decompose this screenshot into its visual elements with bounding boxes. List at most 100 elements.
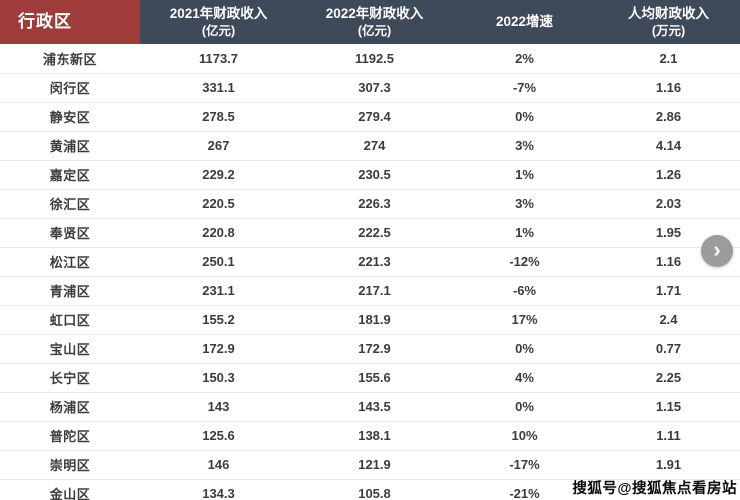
table-row: 嘉定区 229.2 230.5 1% 1.26 (0, 160, 740, 190)
value-cell: 226.3 (297, 189, 452, 219)
table-row: 长宁区 150.3 155.6 4% 2.25 (0, 363, 740, 393)
value-cell: 1192.5 (297, 44, 452, 74)
value-cell: 2.4 (597, 305, 740, 335)
header-cell: 2022增速 (452, 0, 597, 44)
value-cell: 17% (452, 305, 597, 335)
value-cell: 3% (452, 189, 597, 219)
value-cell: 279.4 (297, 102, 452, 132)
value-cell: 3% (452, 131, 597, 161)
value-cell: 1173.7 (140, 44, 297, 74)
value-cell: 1% (452, 218, 597, 248)
value-cell: 10% (452, 421, 597, 451)
district-cell: 静安区 (0, 102, 140, 132)
value-cell: 134.3 (140, 479, 297, 500)
header-cell: 2022年财政收入 (亿元) (297, 0, 452, 44)
district-cell: 松江区 (0, 247, 140, 277)
value-cell: 0% (452, 334, 597, 364)
table-row: 黄浦区 267 274 3% 4.14 (0, 131, 740, 161)
value-cell: 143.5 (297, 392, 452, 422)
value-cell: 230.5 (297, 160, 452, 190)
value-cell: 1% (452, 160, 597, 190)
value-cell: 121.9 (297, 450, 452, 480)
table-row: 静安区 278.5 279.4 0% 2.86 (0, 102, 740, 132)
table-row: 浦东新区 1173.7 1192.5 2% 2.1 (0, 44, 740, 74)
district-cell: 虹口区 (0, 305, 140, 335)
value-cell: 4.14 (597, 131, 740, 161)
value-cell: 155.2 (140, 305, 297, 335)
table-body: 浦东新区 1173.7 1192.5 2% 2.1 闵行区 331.1 307.3 -7% 1.1… (0, 44, 740, 500)
header-cell: 人均财政收入 (万元) (597, 0, 740, 44)
value-cell: 4% (452, 363, 597, 393)
table-row: 虹口区 155.2 181.9 17% 2.4 (0, 305, 740, 335)
value-cell: 0% (452, 392, 597, 422)
value-cell: -21% (452, 479, 597, 500)
value-cell: 278.5 (140, 102, 297, 132)
value-cell: 143 (140, 392, 297, 422)
value-cell (597, 479, 740, 500)
table-row: 宝山区 172.9 172.9 0% 0.77 (0, 334, 740, 364)
table-row: 普陀区 125.6 138.1 10% 1.11 (0, 421, 740, 451)
value-cell: -6% (452, 276, 597, 306)
district-cell: 嘉定区 (0, 160, 140, 190)
district-cell: 黄浦区 (0, 131, 140, 161)
value-cell: 231.1 (140, 276, 297, 306)
table-row: 闵行区 331.1 307.3 -7% 1.16 (0, 73, 740, 103)
value-cell: 172.9 (140, 334, 297, 364)
chevron-right-icon: › (713, 236, 721, 262)
value-cell: 307.3 (297, 73, 452, 103)
value-cell: 221.3 (297, 247, 452, 277)
table-row: 青浦区 231.1 217.1 -6% 1.71 (0, 276, 740, 306)
district-cell: 金山区 (0, 479, 140, 500)
value-cell: 2.1 (597, 44, 740, 74)
table-row: 杨浦区 143 143.5 0% 1.15 (0, 392, 740, 422)
value-cell: 220.8 (140, 218, 297, 248)
value-cell: 2.86 (597, 102, 740, 132)
value-cell: 150.3 (140, 363, 297, 393)
value-cell: 181.9 (297, 305, 452, 335)
district-cell: 闵行区 (0, 73, 140, 103)
value-cell: 1.11 (597, 421, 740, 451)
district-cell: 宝山区 (0, 334, 140, 364)
table-header-row: 行政区 2021年财政收入 (亿元) 2022年财政收入 (亿元) 2022增速 人均财政收… (0, 0, 740, 44)
value-cell: -17% (452, 450, 597, 480)
value-cell: 125.6 (140, 421, 297, 451)
value-cell: 146 (140, 450, 297, 480)
table-row: 松江区 250.1 221.3 -12% 1.16 (0, 247, 740, 277)
value-cell: 1.71 (597, 276, 740, 306)
district-cell: 杨浦区 (0, 392, 140, 422)
header-cell: 2021年财政收入 (亿元) (140, 0, 297, 44)
value-cell: 274 (297, 131, 452, 161)
table-row: 奉贤区 220.8 222.5 1% 1.95 (0, 218, 740, 248)
district-cell: 长宁区 (0, 363, 140, 393)
value-cell: 220.5 (140, 189, 297, 219)
table-row: 金山区 134.3 105.8 -21% (0, 479, 740, 500)
district-cell: 奉贤区 (0, 218, 140, 248)
value-cell: 331.1 (140, 73, 297, 103)
district-cell: 徐汇区 (0, 189, 140, 219)
value-cell: 2% (452, 44, 597, 74)
table-row: 崇明区 146 121.9 -17% 1.91 (0, 450, 740, 480)
value-cell: 138.1 (297, 421, 452, 451)
value-cell: 1.16 (597, 73, 740, 103)
value-cell: 229.2 (140, 160, 297, 190)
table-row: 徐汇区 220.5 226.3 3% 2.03 (0, 189, 740, 219)
value-cell: 1.15 (597, 392, 740, 422)
value-cell: 1.26 (597, 160, 740, 190)
value-cell: 250.1 (140, 247, 297, 277)
value-cell: -12% (452, 247, 597, 277)
value-cell: 172.9 (297, 334, 452, 364)
district-cell: 普陀区 (0, 421, 140, 451)
value-cell: 2.03 (597, 189, 740, 219)
value-cell: -7% (452, 73, 597, 103)
value-cell: 222.5 (297, 218, 452, 248)
value-cell: 105.8 (297, 479, 452, 500)
value-cell: 217.1 (297, 276, 452, 306)
value-cell: 0% (452, 102, 597, 132)
district-cell: 青浦区 (0, 276, 140, 306)
next-arrow-button[interactable]: › (701, 235, 733, 267)
value-cell: 1.91 (597, 450, 740, 480)
district-cell: 崇明区 (0, 450, 140, 480)
value-cell: 0.77 (597, 334, 740, 364)
